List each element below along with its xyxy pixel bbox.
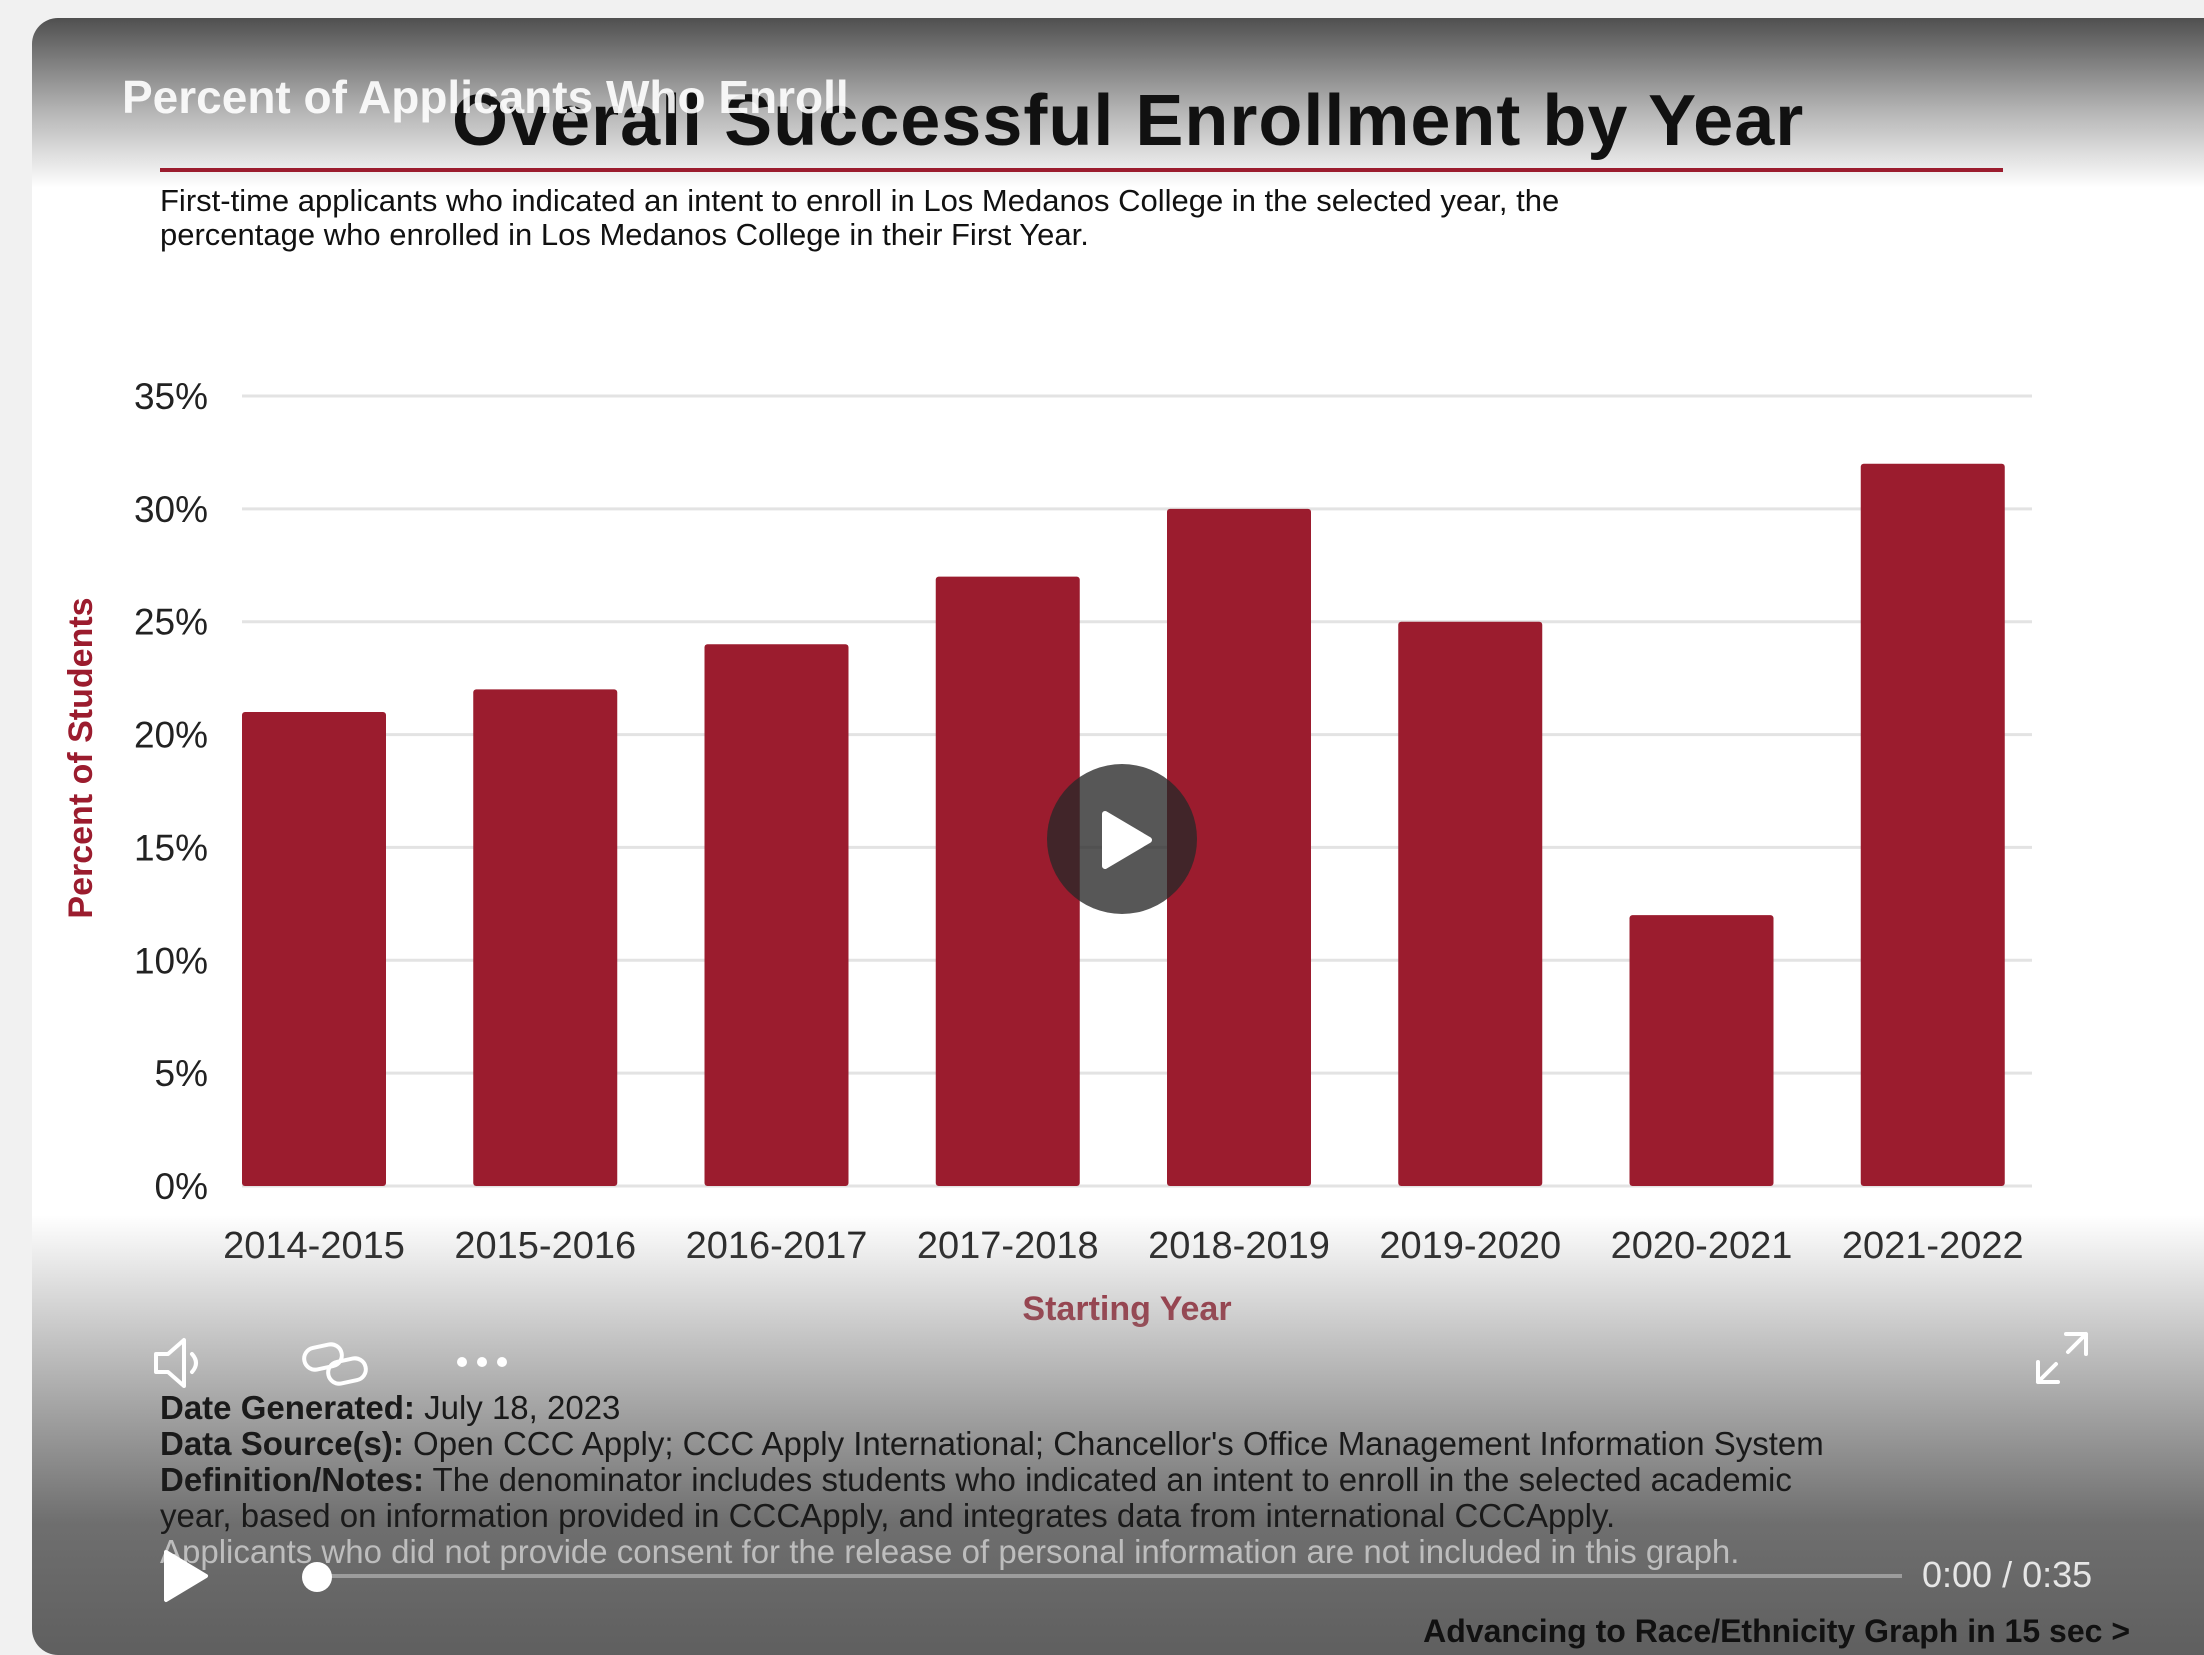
advance-link[interactable]: Advancing to Race/Ethnicity Graph in 15 …	[1423, 1613, 2130, 1649]
title-underline	[160, 168, 2003, 172]
play-button[interactable]	[160, 1548, 212, 1604]
bar	[1629, 915, 1774, 1186]
footnote-date: Date Generated: July 18, 2023	[160, 1390, 2140, 1426]
y-tick-label: 0%	[155, 1166, 208, 1207]
x-tick-label: 2014-2015	[223, 1225, 405, 1267]
bar	[473, 689, 618, 1186]
bar	[1167, 508, 1311, 1186]
current-time: 0:00	[1922, 1554, 1993, 1595]
progress-knob[interactable]	[302, 1562, 332, 1592]
footnote-date-value: July 18, 2023	[414, 1389, 621, 1426]
x-tick-label: 2021-2022	[1842, 1225, 2024, 1267]
footnote-notes-label: Definition/Notes:	[160, 1461, 424, 1498]
bar	[242, 712, 386, 1186]
link-icon[interactable]	[300, 1336, 370, 1392]
time-display: 0:00 / 0:35	[1922, 1554, 2092, 1596]
x-tick-label: 2018-2019	[1148, 1225, 1330, 1267]
bar	[1398, 621, 1543, 1186]
video-title: Percent of Applicants Who Enroll	[122, 71, 849, 123]
footnote-notes-line-3: Applicants who did not provide consent f…	[160, 1533, 1740, 1570]
footnote-notes-line-2: year, based on information provided in C…	[160, 1497, 1616, 1534]
chart-title: Overall Successful Enrollment by Year	[452, 81, 1805, 161]
bar	[935, 576, 1080, 1186]
y-tick-label: 35%	[134, 376, 208, 417]
chart-subtitle: First-time applicants who indicated an i…	[160, 184, 1960, 252]
x-tick-label: 2020-2021	[1611, 1225, 1793, 1267]
x-axis-label: Starting Year	[1022, 1290, 1231, 1328]
footnote-source-value: Open CCC Apply; CCC Apply International;…	[403, 1425, 1824, 1462]
time-separator: /	[1992, 1554, 2023, 1595]
x-tick-label: 2015-2016	[454, 1225, 636, 1267]
y-tick-label: 15%	[134, 827, 208, 868]
subtitle-line-1: First-time applicants who indicated an i…	[160, 183, 1560, 218]
volume-icon[interactable]	[150, 1332, 212, 1394]
video-player[interactable]: 0% 5% 10% 15% 20% 25% 30% 35% 2014-2015 2015-2016…	[32, 18, 2204, 1655]
y-tick-label: 25%	[134, 602, 208, 643]
footnote-notes-value: The denominator includes students who in…	[423, 1461, 1792, 1498]
footnote-source: Data Source(s): Open CCC Apply; CCC Appl…	[160, 1426, 2140, 1462]
bar	[1860, 463, 2005, 1186]
more-icon[interactable]	[452, 1352, 516, 1372]
duration: 0:35	[2022, 1554, 2093, 1595]
footnote-source-label: Data Source(s):	[160, 1425, 404, 1462]
footnote-date-label: Date Generated:	[160, 1389, 415, 1426]
play-icon	[1102, 811, 1152, 869]
progress-bar[interactable]	[322, 1574, 1902, 1578]
bar	[704, 644, 849, 1186]
y-tick-label: 5%	[155, 1053, 208, 1094]
x-tick-label: 2019-2020	[1379, 1225, 1561, 1267]
y-tick-label: 20%	[134, 715, 208, 756]
footnote-notes: Definition/Notes: The denominator includ…	[160, 1462, 2140, 1498]
big-play-button[interactable]	[1047, 764, 1197, 914]
y-tick-label: 30%	[134, 489, 208, 530]
footnotes: Date Generated: July 18, 2023 Data Sourc…	[160, 1390, 2140, 1570]
subtitle-line-2: percentage who enrolled in Los Medanos C…	[160, 217, 1089, 252]
x-tick-label: 2017-2018	[917, 1225, 1099, 1267]
x-tick-label: 2016-2017	[686, 1225, 868, 1267]
fullscreen-icon[interactable]	[2032, 1328, 2092, 1388]
y-tick-label: 10%	[134, 940, 208, 981]
y-axis-label: Percent of Students	[62, 597, 100, 918]
